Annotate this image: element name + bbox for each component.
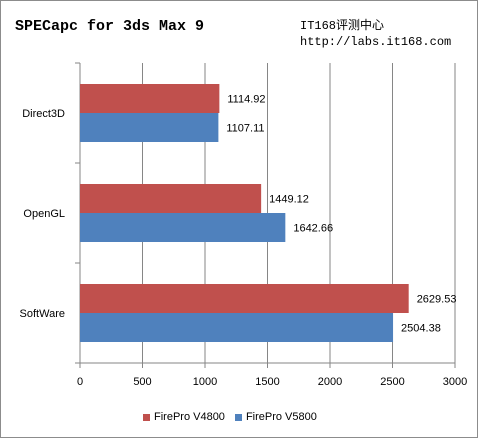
- x-tick-label-2000: 2000: [318, 376, 342, 388]
- x-tick-label-1000: 1000: [193, 376, 217, 388]
- legend-swatch-v5800: [234, 413, 242, 421]
- x-tick-label-0: 0: [77, 376, 83, 388]
- y-category-label-opengl: OpenGL: [23, 208, 65, 220]
- bar-software-firepro-v4800: [80, 284, 409, 313]
- bar-direct3d-firepro-v5800: [80, 113, 219, 142]
- chart-title: SPECapc for 3ds Max 9: [15, 18, 205, 35]
- bar-opengl-firepro-v5800: [80, 213, 286, 242]
- brand-line-2: http://labs.it168.com: [300, 35, 452, 49]
- legend-item-v5800: FirePro V5800: [234, 411, 317, 423]
- y-category-label-software: SoftWare: [20, 308, 65, 320]
- bar-opengl-firepro-v4800: [80, 184, 262, 213]
- y-category-label-direct3d: Direct3D: [22, 108, 65, 120]
- x-tick-label-1500: 1500: [255, 376, 279, 388]
- data-label-opengl-firepro-v4800: 1449.12: [269, 194, 309, 206]
- brand-line-1: IT168评测中心: [300, 19, 385, 33]
- legend-label-v4800: FirePro V4800: [154, 411, 225, 423]
- legend-swatch-v4800: [143, 413, 150, 421]
- x-tick-label-3000: 3000: [443, 376, 467, 388]
- legend-item-v4800: FirePro V4800: [143, 411, 225, 423]
- legend-label-v5800: FirePro V5800: [245, 411, 317, 423]
- x-tick-label-500: 500: [133, 376, 151, 388]
- data-label-software-firepro-v4800: 2629.53: [417, 294, 457, 306]
- data-label-opengl-firepro-v5800: 1642.66: [293, 223, 333, 235]
- brand-watermark: IT168评测中心 http://labs.it168.com: [300, 18, 451, 50]
- bar-direct3d-firepro-v4800: [80, 84, 220, 113]
- data-label-direct3d-firepro-v5800: 1107.11: [226, 123, 264, 135]
- x-tick-label-2500: 2500: [380, 376, 404, 388]
- data-label-direct3d-firepro-v4800: 1114.92: [227, 94, 265, 106]
- data-label-software-firepro-v5800: 2504.38: [401, 323, 441, 335]
- legend: FirePro V4800 FirePro V5800: [143, 411, 317, 423]
- bar-software-firepro-v5800: [80, 313, 394, 342]
